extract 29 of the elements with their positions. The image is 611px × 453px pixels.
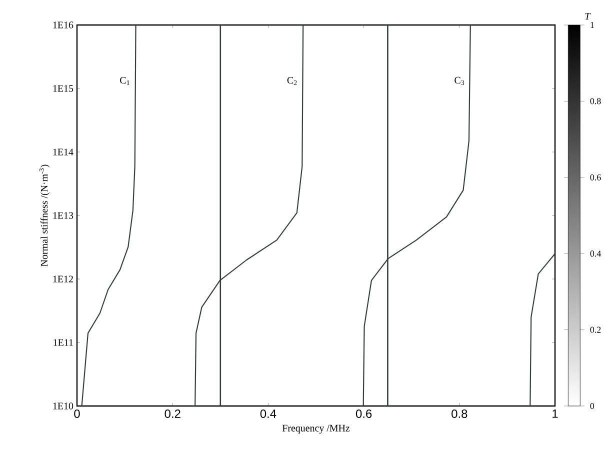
annotation: C$_{3}$ xyxy=(454,76,464,86)
color-bar-title: T xyxy=(585,12,591,20)
line-series xyxy=(81,24,136,406)
color-bar-label: 0.2 xyxy=(590,326,601,333)
color-bar-label: 0.4 xyxy=(590,250,601,257)
y-axis-title: Normal stiffness /(N·m$^{-3}$) xyxy=(39,164,50,266)
y-tick-label: 1E14 xyxy=(53,148,74,156)
line-series xyxy=(362,24,471,406)
color-bar-label: 0.8 xyxy=(590,98,601,104)
y-tick-label: 1E10 xyxy=(53,402,74,410)
x-tick-label: 0.2 xyxy=(164,410,180,418)
y-tick-label: 1E12 xyxy=(53,276,73,282)
annotation: C$_{1}$ xyxy=(120,76,130,86)
x-tick-label: 0 xyxy=(74,410,80,418)
color-bar-label: 1 xyxy=(590,22,594,28)
y-tick-label: 1E11 xyxy=(54,339,73,346)
y-tick-label: 1E13 xyxy=(53,212,74,219)
x-axis-title: Frequency /MHz xyxy=(282,424,350,434)
annotation: C$_{2}$ xyxy=(287,76,297,86)
color-bar-label: 0 xyxy=(590,402,594,410)
x-tick-label: 0.6 xyxy=(356,410,372,418)
line-series xyxy=(194,24,304,406)
y-tick-label: 1E15 xyxy=(53,85,74,92)
x-tick-label: 0.8 xyxy=(452,410,468,418)
line-series xyxy=(530,253,556,406)
color-bar-label: 0.6 xyxy=(590,174,601,180)
x-tick-label: 1 xyxy=(552,410,558,418)
x-tick-label: 0.4 xyxy=(260,410,276,418)
y-tick-label: 1E16 xyxy=(53,22,74,28)
